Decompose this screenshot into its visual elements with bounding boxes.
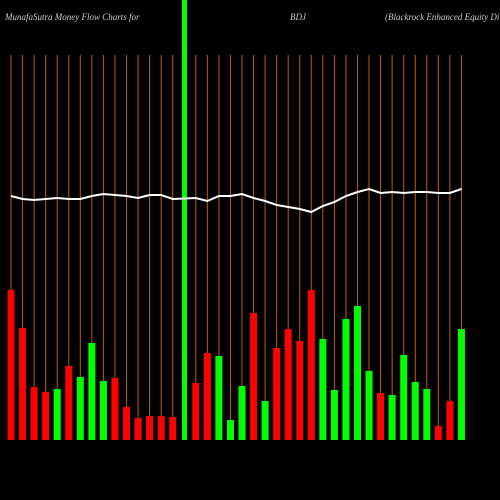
bar [42,392,50,440]
bar [203,353,211,440]
bar [423,389,431,440]
bar [123,407,130,440]
bar [192,383,200,440]
bar [354,306,361,440]
chart-subtitle: BDJ [290,12,307,22]
bar [273,348,281,440]
bar [53,389,61,440]
bar [111,378,119,440]
bar [134,418,142,440]
bar [388,395,396,440]
bar [261,401,269,440]
bar [76,377,84,440]
bar [446,401,454,440]
bar [296,341,304,440]
bar [215,356,223,440]
bar [365,371,373,440]
bar [330,390,338,440]
bar [30,387,38,440]
bar [157,416,165,440]
annotation: (Blackrock Enhanced Equity Div [385,12,500,22]
bar [434,426,442,440]
bar [19,328,27,440]
bar [169,417,177,440]
bar [250,313,258,440]
bar [457,329,465,440]
bar [284,329,292,440]
chart-title: MunafaSutra Money Flow Charts for [4,12,140,22]
bar [65,366,73,440]
bar [307,290,315,440]
bar [377,393,385,440]
bar [88,343,96,440]
bar [319,339,327,440]
bar [146,416,154,440]
line [10,187,462,214]
bar [226,420,234,440]
bar [238,386,246,440]
bar [342,319,350,440]
bar [99,381,107,440]
bar [411,382,419,440]
bar [400,355,408,440]
slot-lines [10,55,462,440]
bar [7,290,15,440]
highlight-spike [182,0,187,440]
